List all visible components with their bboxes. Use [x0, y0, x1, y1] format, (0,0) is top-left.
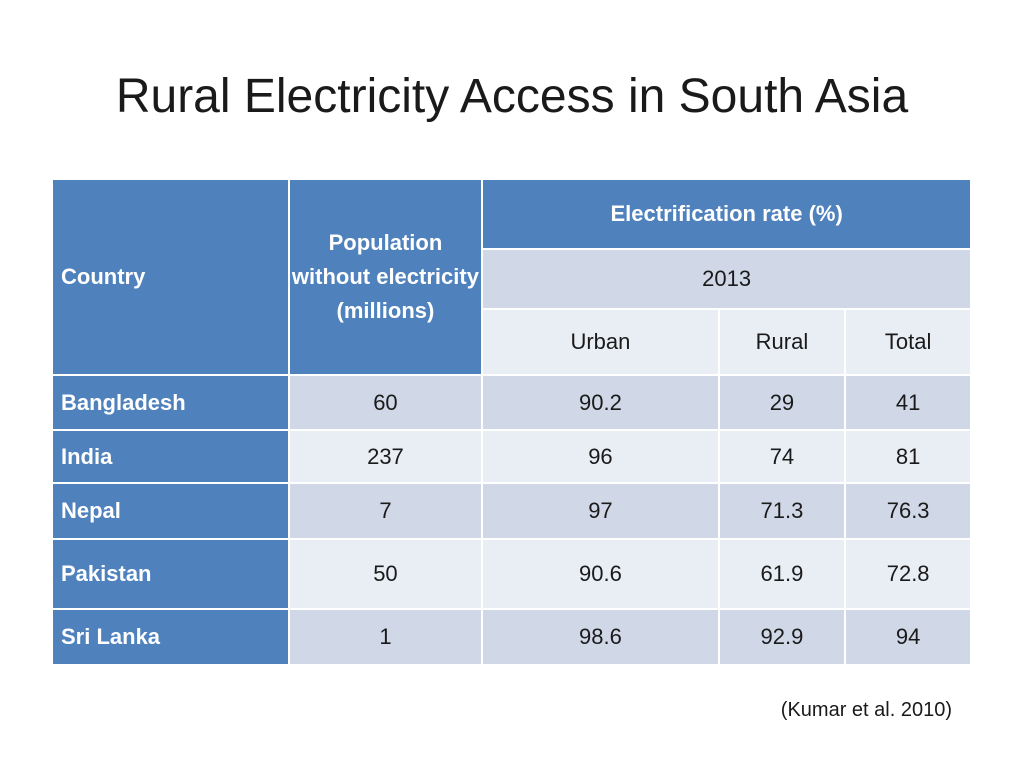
urban-cell: 97: [481, 482, 720, 540]
urban-cell: 98.6: [481, 608, 720, 666]
header-population: Population without electricity (millions…: [287, 178, 484, 376]
rural-cell: 92.9: [717, 608, 847, 666]
country-cell: Sri Lanka: [51, 608, 290, 666]
table-row: Bangladesh 60 90.2 29 41: [51, 374, 972, 431]
header-country: Country: [51, 178, 290, 376]
urban-cell: 90.2: [481, 374, 720, 431]
population-cell: 237: [287, 429, 484, 484]
population-cell: 1: [287, 608, 484, 666]
urban-cell: 96: [481, 429, 720, 484]
rural-cell: 74: [717, 429, 847, 484]
population-cell: 50: [287, 538, 484, 610]
electricity-access-table: Country Population without electricity (…: [51, 178, 972, 666]
total-cell: 72.8: [844, 538, 972, 610]
header-year: 2013: [481, 248, 972, 310]
slide-title: Rural Electricity Access in South Asia: [115, 70, 909, 123]
population-cell: 7: [287, 482, 484, 540]
table-row: Pakistan 50 90.6 61.9 72.8: [51, 538, 972, 610]
header-total: Total: [844, 308, 972, 376]
header-urban: Urban: [481, 308, 720, 376]
country-cell: India: [51, 429, 290, 484]
header-rural: Rural: [717, 308, 847, 376]
table-row: Sri Lanka 1 98.6 92.9 94: [51, 608, 972, 666]
rural-cell: 71.3: [717, 482, 847, 540]
table-row: Nepal 7 97 71.3 76.3: [51, 482, 972, 540]
total-cell: 41: [844, 374, 972, 431]
population-cell: 60: [287, 374, 484, 431]
table-row: India 237 96 74 81: [51, 429, 972, 484]
urban-cell: 90.6: [481, 538, 720, 610]
country-cell: Bangladesh: [51, 374, 290, 431]
country-cell: Nepal: [51, 482, 290, 540]
total-cell: 81: [844, 429, 972, 484]
rural-cell: 61.9: [717, 538, 847, 610]
total-cell: 94: [844, 608, 972, 666]
rural-cell: 29: [717, 374, 847, 431]
header-electrification-rate: Electrification rate (%): [481, 178, 972, 250]
citation: (Kumar et al. 2010): [780, 699, 952, 721]
country-cell: Pakistan: [51, 538, 290, 610]
total-cell: 76.3: [844, 482, 972, 540]
